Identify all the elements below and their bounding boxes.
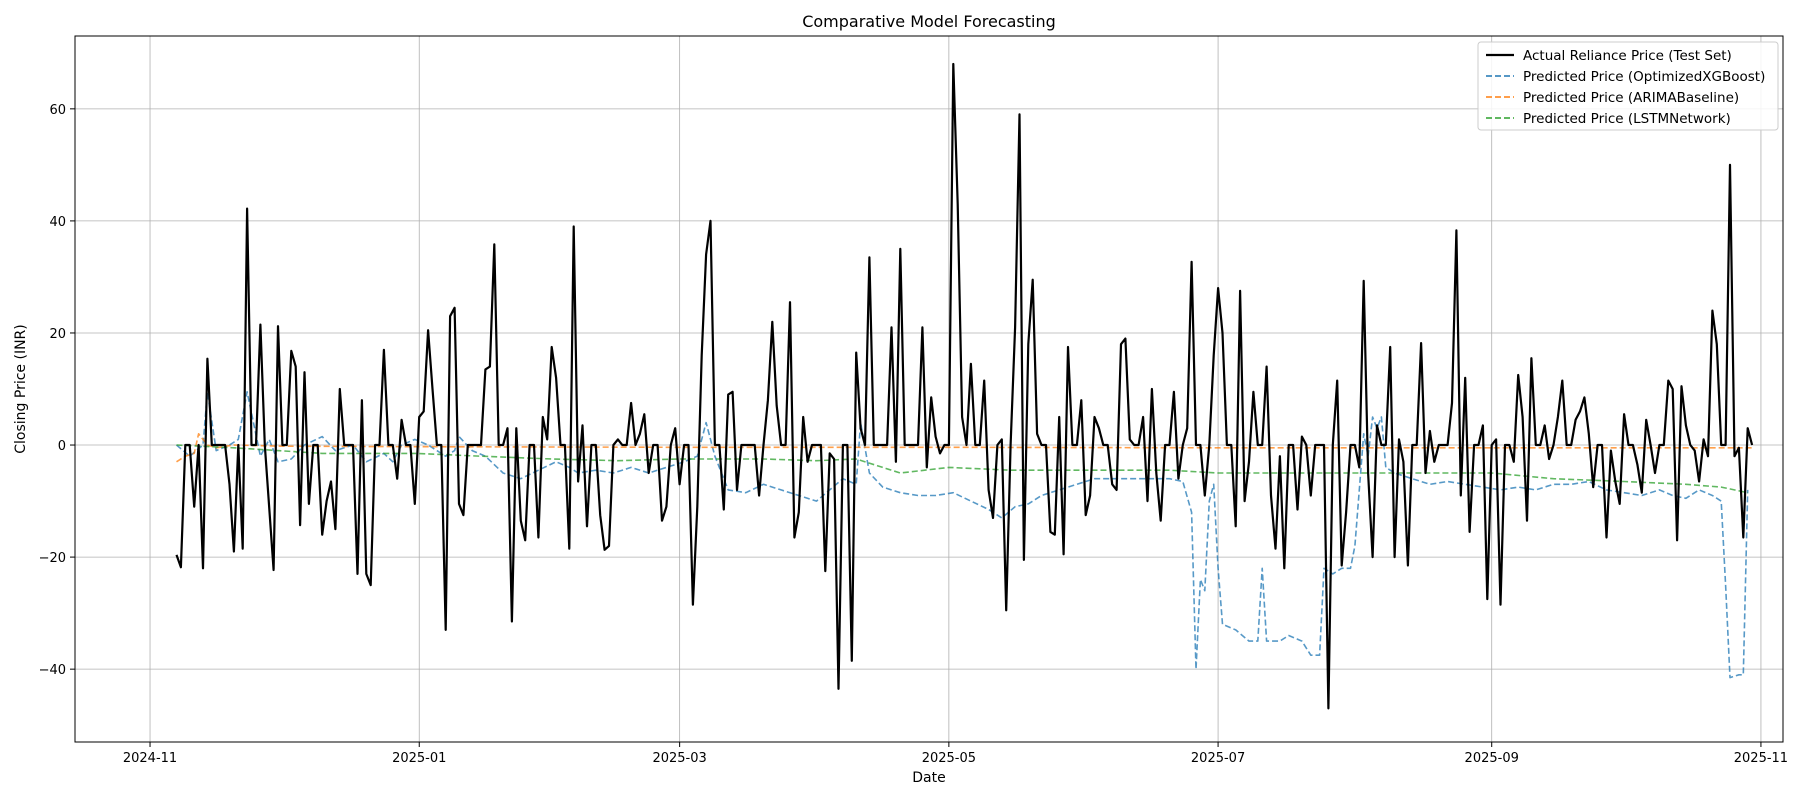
legend-label-3: Predicted Price (LSTMNetwork) [1523, 111, 1731, 127]
legend-label-1: Predicted Price (OptimizedXGBoost) [1523, 69, 1765, 85]
x-axis-title: Date [912, 770, 945, 786]
x-tick-label: 2025-05 [922, 751, 976, 766]
y-tick-label: 20 [49, 327, 66, 342]
grid-lines [75, 36, 1783, 742]
y-axis-title: Closing Price (INR) [13, 324, 29, 453]
legend-label-2: Predicted Price (ARIMABaseline) [1523, 90, 1739, 106]
series-line-0 [175, 62, 1754, 710]
y-axis-ticks: −40 −20 0 20 40 60 [39, 103, 75, 678]
series-line-1 [175, 390, 1749, 679]
x-tick-label: 2025-09 [1465, 751, 1519, 766]
x-tick-label: 2025-11 [1734, 751, 1788, 766]
chart-title: Comparative Model Forecasting [802, 12, 1056, 31]
x-axis-ticks: 2024-11 2025-01 2025-03 2025-05 2025-07 2025-… [123, 742, 1788, 766]
x-tick-label: 2025-07 [1191, 751, 1245, 766]
y-tick-label: 40 [49, 215, 66, 230]
series-line-3 [176, 444, 1748, 494]
legend-label-0: Actual Reliance Price (Test Set) [1523, 48, 1732, 64]
y-tick-label: 60 [49, 103, 66, 118]
x-tick-label: 2024-11 [123, 751, 177, 766]
series-lines [175, 62, 1754, 710]
x-tick-label: 2025-01 [392, 751, 446, 766]
y-tick-label: 0 [58, 439, 66, 454]
legend-box [1477, 41, 1779, 131]
legend: Actual Reliance Price (Test Set) Predicte… [1477, 41, 1779, 131]
y-tick-label: −20 [39, 551, 66, 566]
x-tick-label: 2025-03 [652, 751, 706, 766]
y-tick-label: −40 [39, 663, 66, 678]
plot-frame [74, 35, 1784, 743]
series-line-2 [176, 432, 1753, 463]
